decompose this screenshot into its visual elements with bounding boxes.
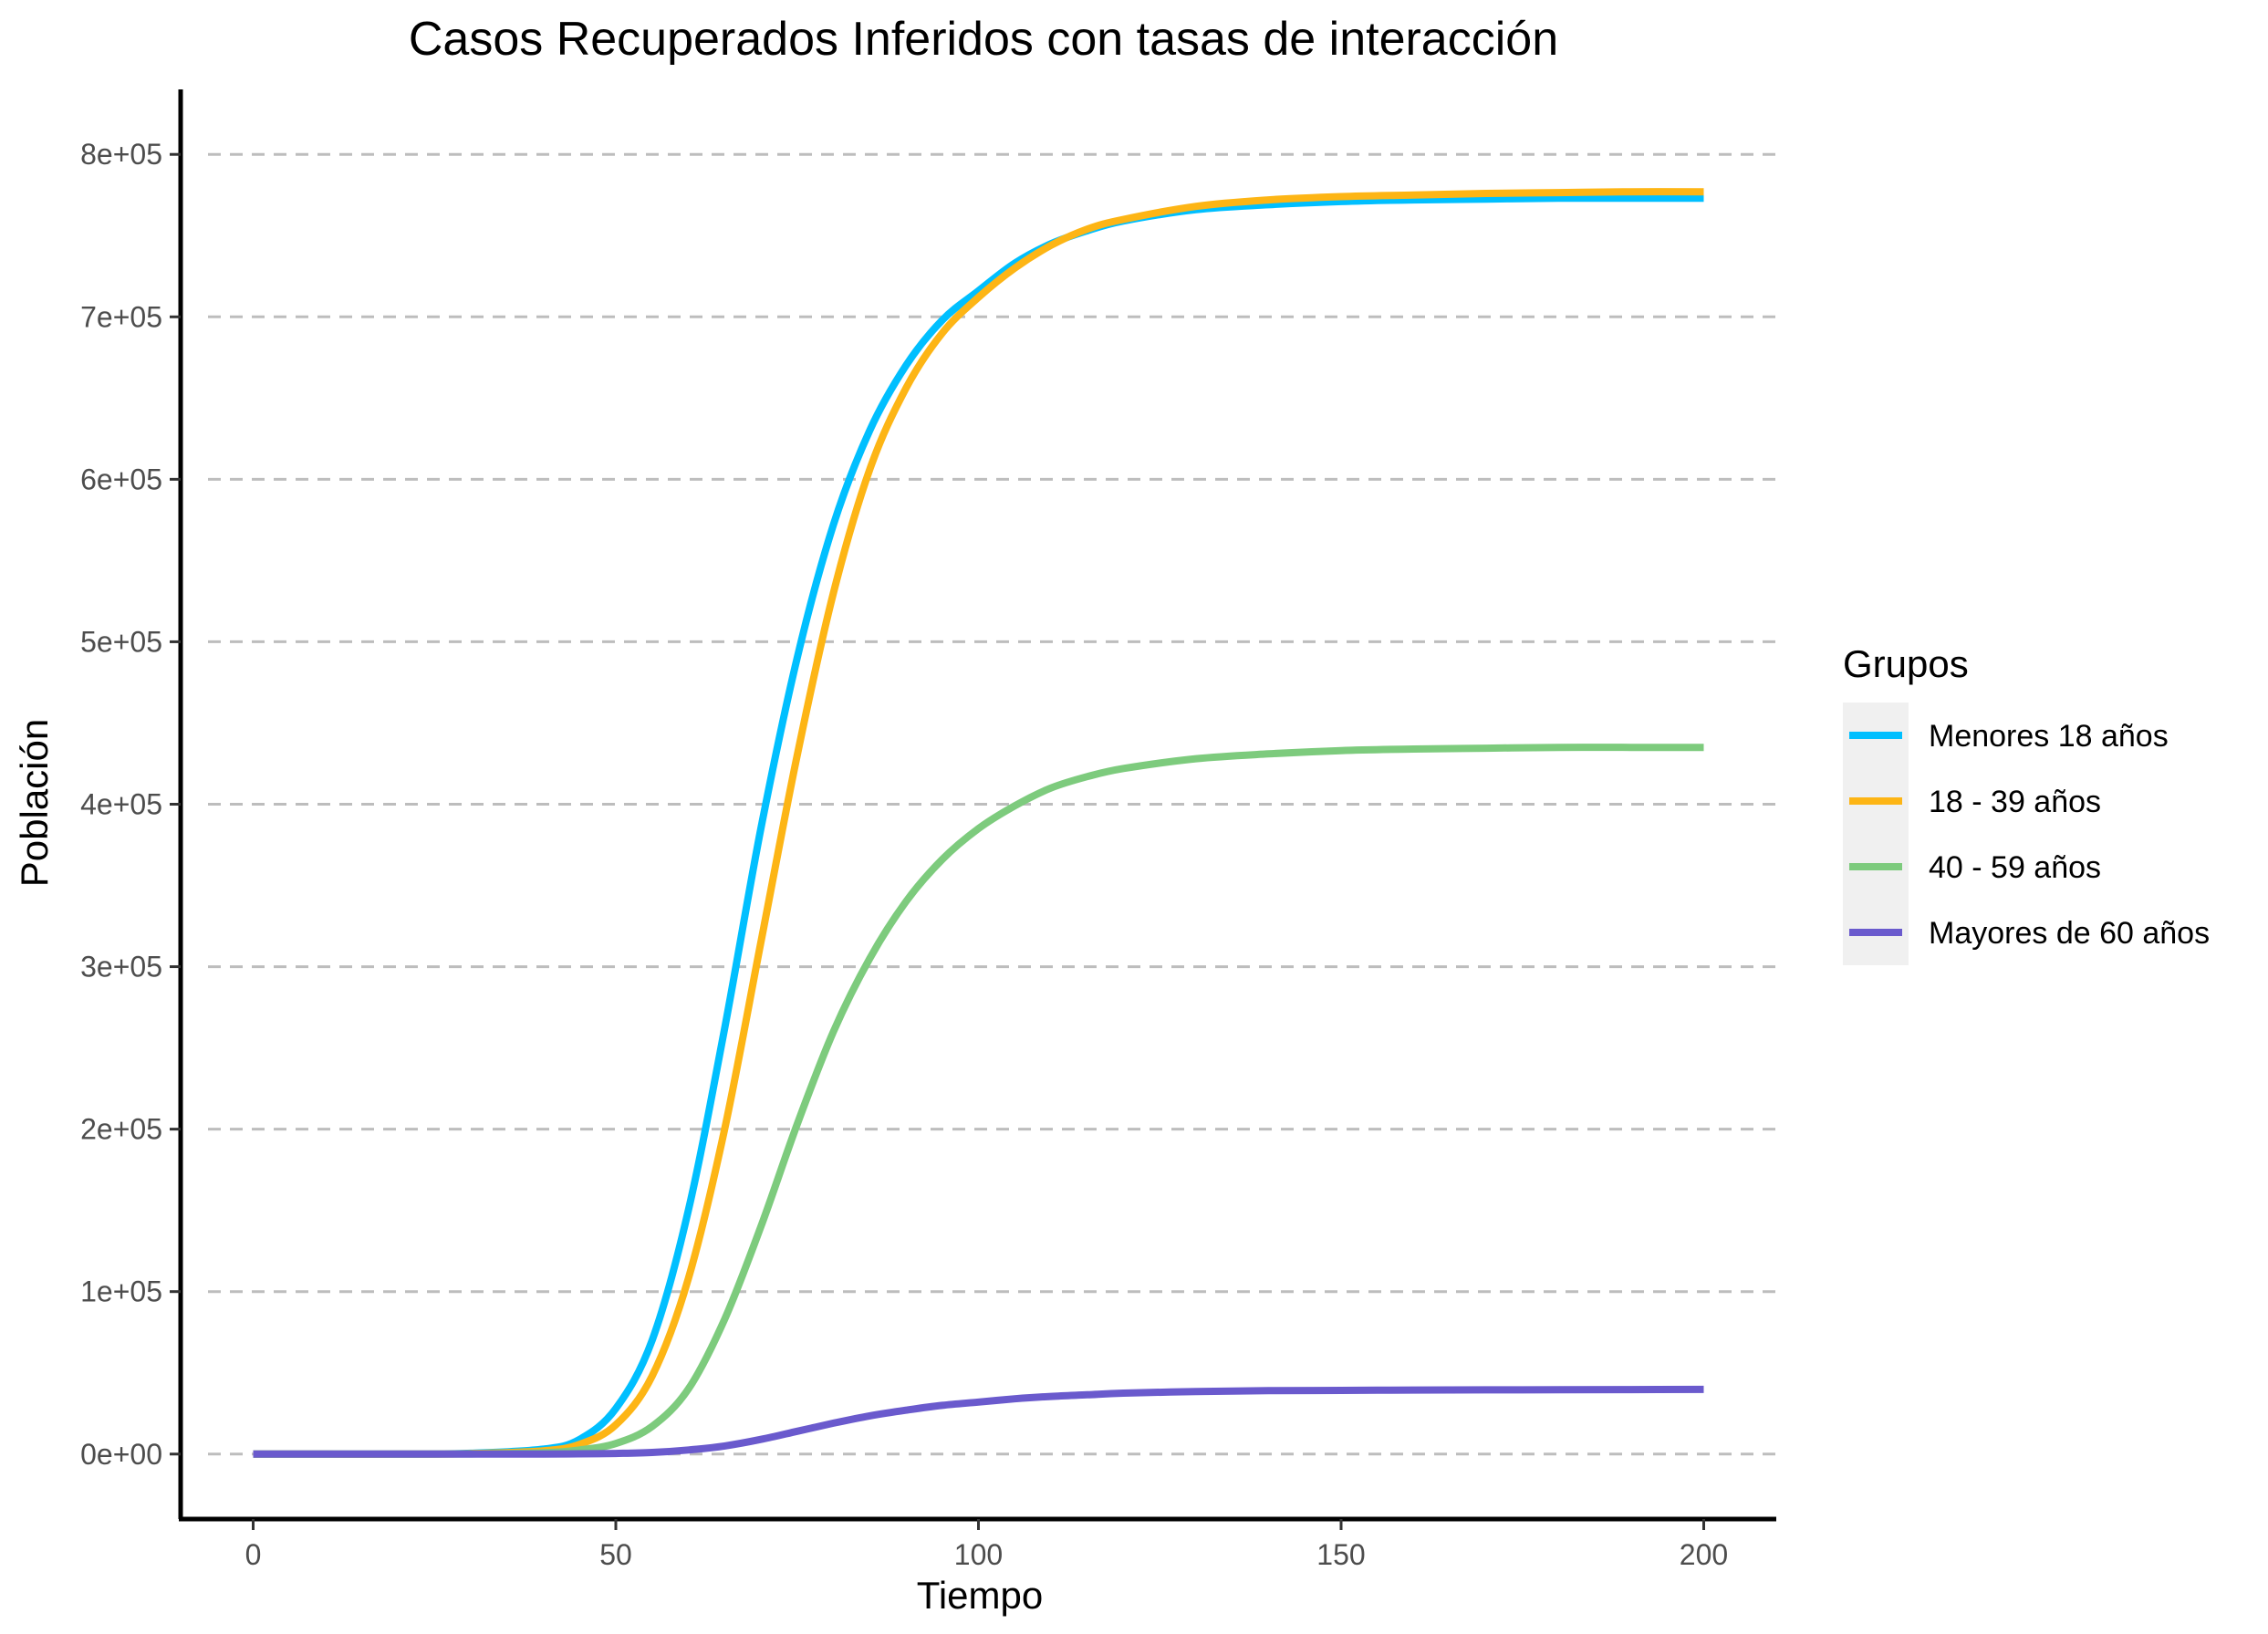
chart-title: Casos Recuperados Inferidos con tasas de… (409, 13, 1558, 66)
x-tick-label: 50 (599, 1538, 632, 1571)
y-tick-label: 7e+05 (80, 300, 162, 333)
series-lines (253, 188, 1704, 1458)
legend-items: Menores 18 años 18 - 39 años 40 - 59 años M… (1849, 719, 2210, 951)
x-tick-label: 200 (1680, 1538, 1728, 1571)
y-tick-label: 2e+05 (80, 1113, 162, 1146)
x-tick-label: 0 (245, 1538, 262, 1571)
legend-label: Menores 18 años (1929, 719, 2169, 754)
series-line-1 (253, 194, 1704, 1458)
x-tick-label: 150 (1316, 1538, 1365, 1571)
series-line-2 (253, 188, 1704, 1458)
y-tick-label: 8e+05 (80, 138, 162, 171)
y-tick-label: 1e+05 (80, 1275, 162, 1308)
y-tick-label: 3e+05 (80, 951, 162, 984)
grid-lines (208, 152, 1776, 1456)
y-tick-label: 5e+05 (80, 625, 162, 658)
x-axis-ticks: 0 50 100 150 200 (245, 1519, 1728, 1571)
legend: Grupos Menores 18 años 18 - 39 años 40 - 5… (1843, 642, 2210, 965)
y-axis-ticks: 0e+00 1e+05 2e+05 3e+05 4e+05 5e+05 6e+05 7e+05… (80, 138, 181, 1471)
legend-label: Mayores de 60 años (1929, 916, 2210, 951)
legend-key-background (1843, 703, 1909, 965)
series-line-3 (253, 744, 1704, 1458)
x-tick-label: 100 (954, 1538, 1003, 1571)
y-axis-title: Población (13, 719, 56, 887)
x-axis-title: Tiempo (917, 1574, 1044, 1617)
y-tick-label: 6e+05 (80, 463, 162, 495)
series-line-4 (253, 1385, 1704, 1458)
y-tick-label: 0e+00 (80, 1438, 162, 1471)
y-tick-label: 4e+05 (80, 788, 162, 821)
legend-title: Grupos (1843, 642, 1969, 685)
legend-label: 18 - 39 años (1929, 785, 2101, 819)
legend-label: 40 - 59 años (1929, 850, 2101, 885)
